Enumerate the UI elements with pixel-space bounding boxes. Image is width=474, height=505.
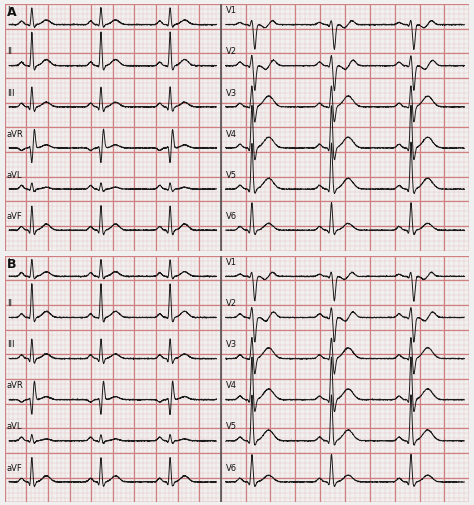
Text: aVL: aVL — [7, 422, 22, 431]
Text: V5: V5 — [226, 170, 237, 179]
Text: III: III — [7, 339, 14, 348]
Text: aVR: aVR — [7, 129, 24, 138]
Text: V3: V3 — [226, 339, 237, 348]
Text: aVF: aVF — [7, 463, 23, 472]
Text: V4: V4 — [226, 381, 237, 389]
Text: B: B — [7, 258, 17, 271]
Text: V1: V1 — [226, 258, 237, 267]
Text: A: A — [7, 6, 17, 19]
Text: V3: V3 — [226, 88, 237, 97]
Text: aVR: aVR — [7, 381, 24, 389]
Text: II: II — [7, 298, 12, 308]
Text: I: I — [7, 258, 9, 267]
Text: I: I — [7, 6, 9, 15]
Text: V2: V2 — [226, 47, 237, 56]
Text: V6: V6 — [226, 463, 237, 472]
Text: V5: V5 — [226, 422, 237, 431]
Text: II: II — [7, 47, 12, 56]
Text: V1: V1 — [226, 6, 237, 15]
Text: V4: V4 — [226, 129, 237, 138]
Text: III: III — [7, 88, 14, 97]
Text: V2: V2 — [226, 298, 237, 308]
Text: aVF: aVF — [7, 212, 23, 220]
Text: aVL: aVL — [7, 170, 22, 179]
Text: V6: V6 — [226, 212, 237, 220]
